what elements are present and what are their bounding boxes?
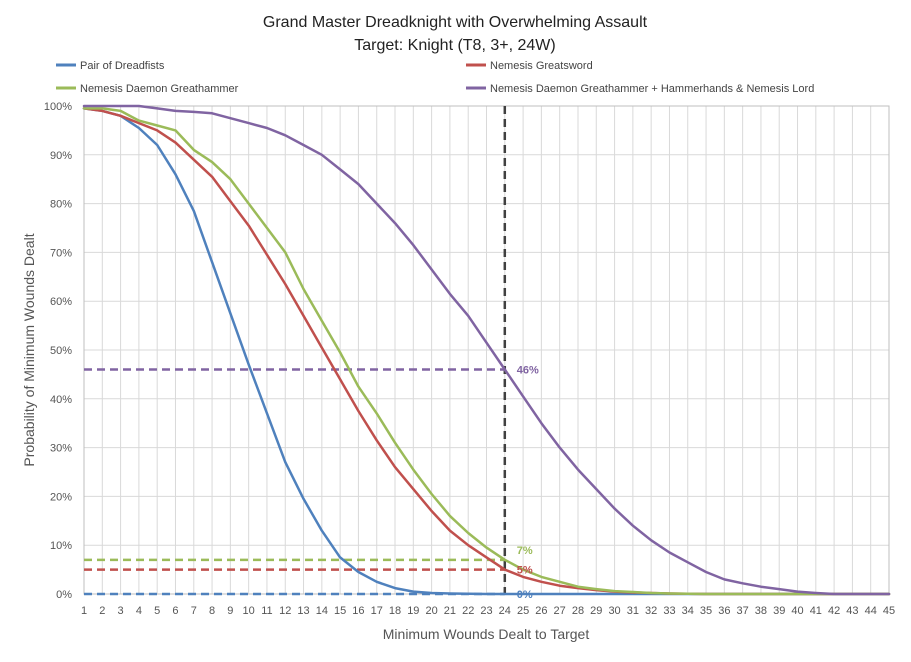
y-tick-label: 30% (50, 443, 72, 455)
x-tick-label: 40 (791, 605, 803, 617)
x-tick-label: 15 (334, 605, 346, 617)
x-tick-label: 33 (663, 605, 675, 617)
reference-value-label: 46% (517, 365, 539, 377)
x-tick-label: 5 (154, 605, 160, 617)
x-tick-label: 37 (737, 605, 749, 617)
x-axis-label: Minimum Wounds Dealt to Target (383, 626, 590, 642)
y-tick-label: 80% (50, 199, 72, 211)
legend-label: Nemesis Greatsword (490, 60, 593, 72)
y-tick-label: 0% (56, 589, 72, 601)
legend-label: Nemesis Daemon Greathammer + Hammerhands… (490, 83, 814, 95)
y-tick-label: 90% (50, 150, 72, 162)
y-tick-label: 40% (50, 394, 72, 406)
x-tick-label: 2 (99, 605, 105, 617)
x-tick-label: 10 (243, 605, 255, 617)
reference-value-label: 0% (517, 589, 533, 601)
chart-subtitle: Target: Knight (T8, 3+, 24W) (354, 37, 555, 54)
x-tick-label: 30 (608, 605, 620, 617)
x-tick-label: 23 (480, 605, 492, 617)
x-tick-label: 11 (261, 605, 272, 617)
x-tick-label: 28 (572, 605, 584, 617)
x-tick-label: 44 (865, 605, 877, 617)
y-tick-label: 60% (50, 296, 72, 308)
x-tick-label: 14 (316, 605, 328, 617)
series-line (82, 104, 891, 596)
reference-lines (84, 106, 507, 596)
x-tick-label: 35 (700, 605, 712, 617)
y-tick-label: 20% (50, 491, 72, 503)
x-tick-label: 16 (352, 605, 364, 617)
x-tick-label: 21 (444, 605, 456, 617)
x-tick-label: 18 (389, 605, 401, 617)
x-tick-label: 3 (118, 605, 124, 617)
x-tick-label: 12 (279, 605, 291, 617)
reference-value-label: 5% (517, 565, 533, 577)
x-tick-label: 13 (297, 605, 309, 617)
x-tick-label: 36 (718, 605, 730, 617)
legend-label: Nemesis Daemon Greathammer (80, 83, 239, 95)
y-tick-label: 10% (50, 540, 72, 552)
x-tick-label: 43 (846, 605, 858, 617)
x-tick-label: 7 (191, 605, 197, 617)
series-lines (82, 104, 891, 596)
x-tick-label: 19 (407, 605, 419, 617)
x-tick-label: 22 (462, 605, 474, 617)
x-tick-label: 27 (554, 605, 566, 617)
reference-value-label: 7% (517, 545, 533, 557)
x-tick-label: 8 (209, 605, 215, 617)
x-tick-label: 17 (371, 605, 383, 617)
legend: Pair of Dreadfists Nemesis Greatsword Neme… (56, 60, 814, 95)
x-tick-label: 41 (810, 605, 822, 617)
y-tick-label: 50% (50, 345, 72, 357)
y-tick-label: 100% (44, 101, 72, 113)
x-tick-label: 34 (682, 605, 694, 617)
chart-title: Grand Master Dreadknight with Overwhelmi… (263, 14, 648, 31)
x-tick-label: 1 (81, 605, 87, 617)
x-tick-label: 39 (773, 605, 785, 617)
y-axis-label: Probability of Minimum Wounds Dealt (21, 233, 37, 466)
x-tick-label: 6 (172, 605, 178, 617)
x-tick-label: 20 (425, 605, 437, 617)
x-tick-label: 9 (227, 605, 233, 617)
grid-lines (83, 105, 890, 595)
series-line (82, 107, 891, 596)
x-tick-label: 24 (499, 605, 511, 617)
x-axis-ticks: 1 2 3 4 5 6 7 8 9 10 11 12 13 14 15 16 17 18 19 20 21 22 23 24 2… (81, 605, 895, 617)
y-axis-ticks: 0% 10% 20% 30% 40% 50% 60% 70% 80% 90% 100% (44, 101, 72, 601)
x-tick-label: 26 (535, 605, 547, 617)
x-tick-label: 31 (627, 605, 639, 617)
annotations: 46% 7% 5% 0% (517, 365, 539, 601)
x-tick-label: 29 (590, 605, 602, 617)
x-tick-label: 32 (645, 605, 657, 617)
legend-label: Pair of Dreadfists (80, 60, 165, 72)
x-tick-label: 42 (828, 605, 840, 617)
x-tick-label: 4 (136, 605, 142, 617)
y-tick-label: 70% (50, 247, 72, 259)
x-tick-label: 45 (883, 605, 895, 617)
x-tick-label: 38 (755, 605, 767, 617)
x-tick-label: 25 (517, 605, 529, 617)
